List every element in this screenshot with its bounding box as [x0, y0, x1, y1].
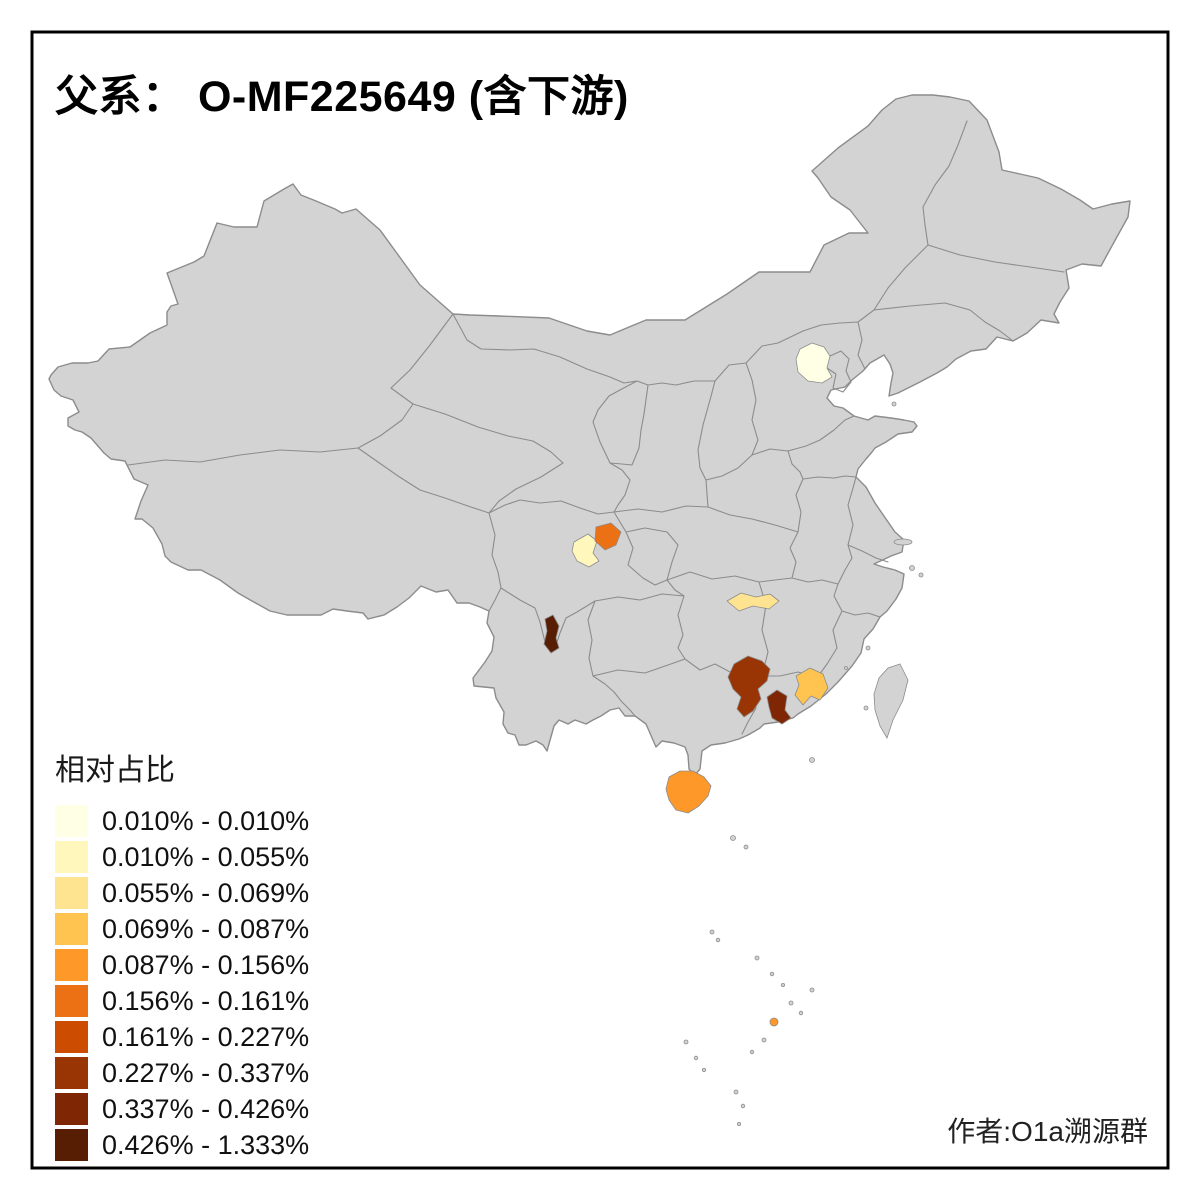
legend-item: 0.010% - 0.055% [55, 839, 309, 875]
legend-label: 0.337% - 0.426% [102, 1093, 310, 1124]
china-mainland [48, 94, 1131, 776]
legend-item: 0.010% - 0.010% [55, 803, 309, 839]
legend-swatch [55, 1129, 88, 1161]
legend-swatch [55, 949, 88, 981]
south-china-sea-islands [683, 835, 815, 1127]
legend-item: 0.337% - 0.426% [55, 1091, 309, 1127]
region-west-guangdong [766, 689, 792, 725]
coastal-islands [809, 401, 924, 763]
legend-items: 0.010% - 0.010% 0.010% - 0.055% 0.055% - 0… [55, 803, 309, 1163]
legend-label: 0.010% - 0.010% [102, 805, 310, 836]
figure-frame [30, 30, 1170, 1170]
legend-swatch [55, 1057, 88, 1089]
legend: 相对占比 0.010% - 0.010% 0.010% - 0.055% 0.055… [55, 745, 309, 1163]
figure-title: 父系： O-MF225649 (含下游) [55, 73, 629, 121]
author-credit: 作者:O1a溯源群 [947, 1116, 1148, 1147]
legend-item: 0.055% - 0.069% [55, 875, 309, 911]
legend-item: 0.156% - 0.161% [55, 983, 309, 1019]
legend-item: 0.069% - 0.087% [55, 911, 309, 947]
region-chengdu-west [571, 533, 600, 568]
region-central-guangxi [727, 655, 771, 718]
legend-swatch [55, 877, 88, 909]
legend-label: 0.156% - 0.161% [102, 985, 310, 1016]
legend-label: 0.227% - 0.337% [102, 1057, 310, 1088]
legend-item: 0.227% - 0.337% [55, 1055, 309, 1091]
legend-swatch [55, 1021, 88, 1053]
legend-item: 0.161% - 0.227% [55, 1019, 309, 1055]
region-hainan [665, 770, 712, 814]
legend-label: 0.069% - 0.087% [102, 913, 310, 944]
legend-swatch [55, 1093, 88, 1125]
region-west-hunan [726, 592, 780, 612]
legend-label: 0.161% - 0.227% [102, 1021, 310, 1052]
legend-title: 相对占比 [55, 754, 175, 787]
legend-swatch [55, 805, 88, 837]
legend-swatch [55, 985, 88, 1017]
region-south-china-sea-islet [769, 1017, 779, 1027]
legend-swatch [55, 841, 88, 873]
legend-swatch [55, 913, 88, 945]
region-south-sichuan [543, 614, 560, 654]
legend-item: 0.087% - 0.156% [55, 947, 309, 983]
legend-label: 0.426% - 1.333% [102, 1129, 310, 1160]
region-chengdu-east [594, 522, 622, 551]
legend-label: 0.055% - 0.069% [102, 877, 310, 908]
legend-label: 0.010% - 0.055% [102, 841, 310, 872]
legend-label: 0.087% - 0.156% [102, 949, 310, 980]
legend-item: 0.426% - 1.333% [55, 1127, 309, 1163]
taiwan-island [873, 663, 909, 739]
region-beijing [795, 342, 833, 384]
province-boundaries [127, 120, 1065, 735]
region-pearl-river-delta [794, 667, 829, 706]
